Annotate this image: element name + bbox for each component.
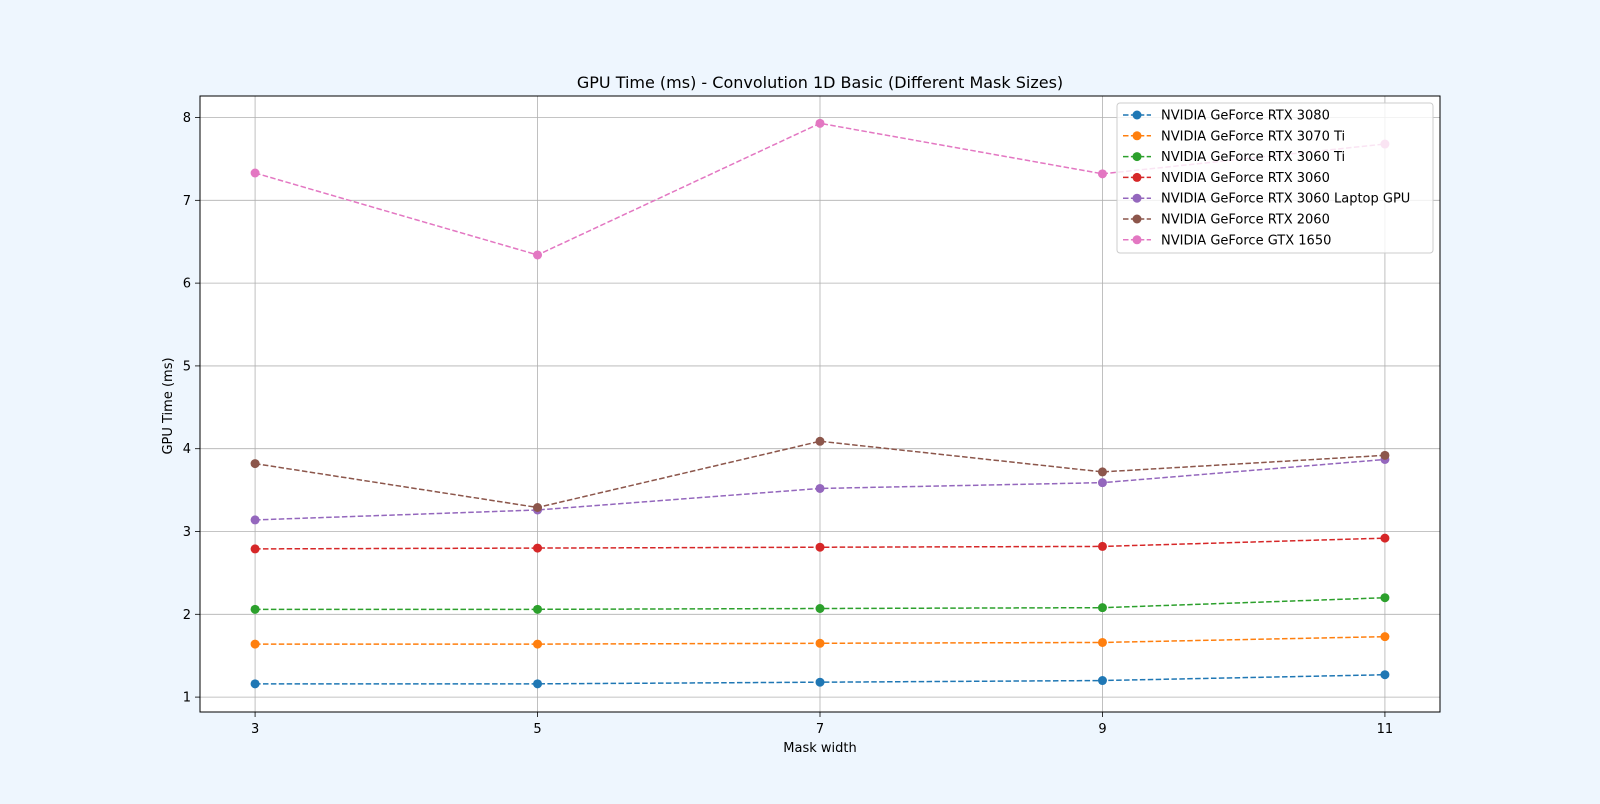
legend-label: NVIDIA GeForce GTX 1650 [1161, 233, 1331, 248]
legend-item: NVIDIA GeForce RTX 3060 Laptop GPU [1123, 192, 1410, 207]
series-5 [250, 436, 1390, 512]
data-point [533, 543, 543, 553]
data-point [1380, 670, 1390, 680]
legend-marker [1132, 172, 1142, 182]
data-point [815, 118, 825, 128]
y-tick-label: 5 [183, 359, 191, 374]
y-axis-label: GPU Time (ms) [161, 357, 176, 454]
y-tick-label: 1 [183, 691, 191, 706]
legend-label: NVIDIA GeForce RTX 2060 [1161, 213, 1330, 228]
legend-label: NVIDIA GeForce RTX 3080 [1161, 109, 1330, 124]
data-point [250, 168, 260, 178]
x-tick-label: 3 [251, 722, 259, 737]
series-layer [250, 118, 1390, 689]
legend-marker [1132, 131, 1142, 141]
series-1 [250, 632, 1390, 649]
series-3 [250, 533, 1390, 554]
data-point [1097, 637, 1107, 647]
data-point [815, 483, 825, 493]
legend-label: NVIDIA GeForce RTX 3060 Ti [1161, 150, 1345, 165]
data-point [1097, 676, 1107, 686]
data-point [250, 544, 260, 554]
legend-item: NVIDIA GeForce RTX 3080 [1123, 109, 1330, 124]
grid-lines [200, 96, 1440, 712]
data-point [815, 604, 825, 614]
data-point [533, 502, 543, 512]
y-tick-label: 4 [183, 442, 191, 457]
legend-label: NVIDIA GeForce RTX 3060 [1161, 171, 1330, 186]
y-tick-label: 8 [183, 111, 191, 126]
legend: NVIDIA GeForce RTX 3080 NVIDIA GeForce RT… [1116, 102, 1434, 254]
data-point [250, 639, 260, 649]
data-point [533, 639, 543, 649]
legend-marker [1132, 193, 1142, 203]
legend-label: NVIDIA GeForce RTX 3070 Ti [1161, 129, 1345, 144]
legend-marker [1132, 235, 1142, 245]
data-point [250, 604, 260, 614]
data-point [1097, 603, 1107, 613]
data-point [1097, 467, 1107, 477]
x-axis-ticks: 3 5 7 9 11 [251, 712, 1393, 737]
x-tick-label: 5 [533, 722, 541, 737]
legend-item: NVIDIA GeForce RTX 2060 [1123, 213, 1330, 228]
data-point [1097, 541, 1107, 551]
y-tick-label: 2 [183, 608, 191, 623]
data-point [1380, 450, 1390, 460]
legend-marker [1132, 214, 1142, 224]
data-point [1380, 632, 1390, 642]
y-tick-label: 6 [183, 277, 191, 292]
series-line [254, 440, 1385, 509]
data-point [533, 679, 543, 689]
legend-item: NVIDIA GeForce RTX 3060 Ti [1123, 150, 1345, 165]
data-point [815, 542, 825, 552]
data-point [815, 638, 825, 648]
chart-title: GPU Time (ms) - Convolution 1D Basic (Di… [577, 73, 1063, 92]
series-2 [250, 593, 1390, 614]
series-0 [250, 670, 1390, 689]
data-point [1097, 169, 1107, 179]
data-point [250, 679, 260, 689]
data-point [533, 250, 543, 260]
x-tick-label: 11 [1377, 722, 1394, 737]
legend-item: NVIDIA GeForce RTX 3060 [1123, 171, 1330, 186]
data-point [250, 459, 260, 469]
legend-marker [1132, 152, 1142, 162]
data-point [1097, 478, 1107, 488]
data-point [815, 436, 825, 446]
data-point [1380, 593, 1390, 603]
legend-label: NVIDIA GeForce RTX 3060 Laptop GPU [1161, 192, 1410, 207]
legend-item: NVIDIA GeForce RTX 3070 Ti [1123, 129, 1345, 144]
data-point [533, 604, 543, 614]
data-point [1380, 533, 1390, 543]
y-tick-label: 3 [183, 525, 191, 540]
data-point [250, 515, 260, 525]
legend-box [1116, 102, 1434, 254]
y-axis-ticks: 1 2 3 4 5 6 7 8 [183, 111, 200, 706]
x-tick-label: 9 [1098, 722, 1106, 737]
legend-item: NVIDIA GeForce GTX 1650 [1123, 233, 1331, 248]
y-tick-label: 7 [183, 194, 191, 209]
legend-marker [1132, 110, 1142, 120]
x-axis-label: Mask width [783, 741, 856, 756]
x-tick-label: 7 [816, 722, 824, 737]
data-point [815, 677, 825, 687]
